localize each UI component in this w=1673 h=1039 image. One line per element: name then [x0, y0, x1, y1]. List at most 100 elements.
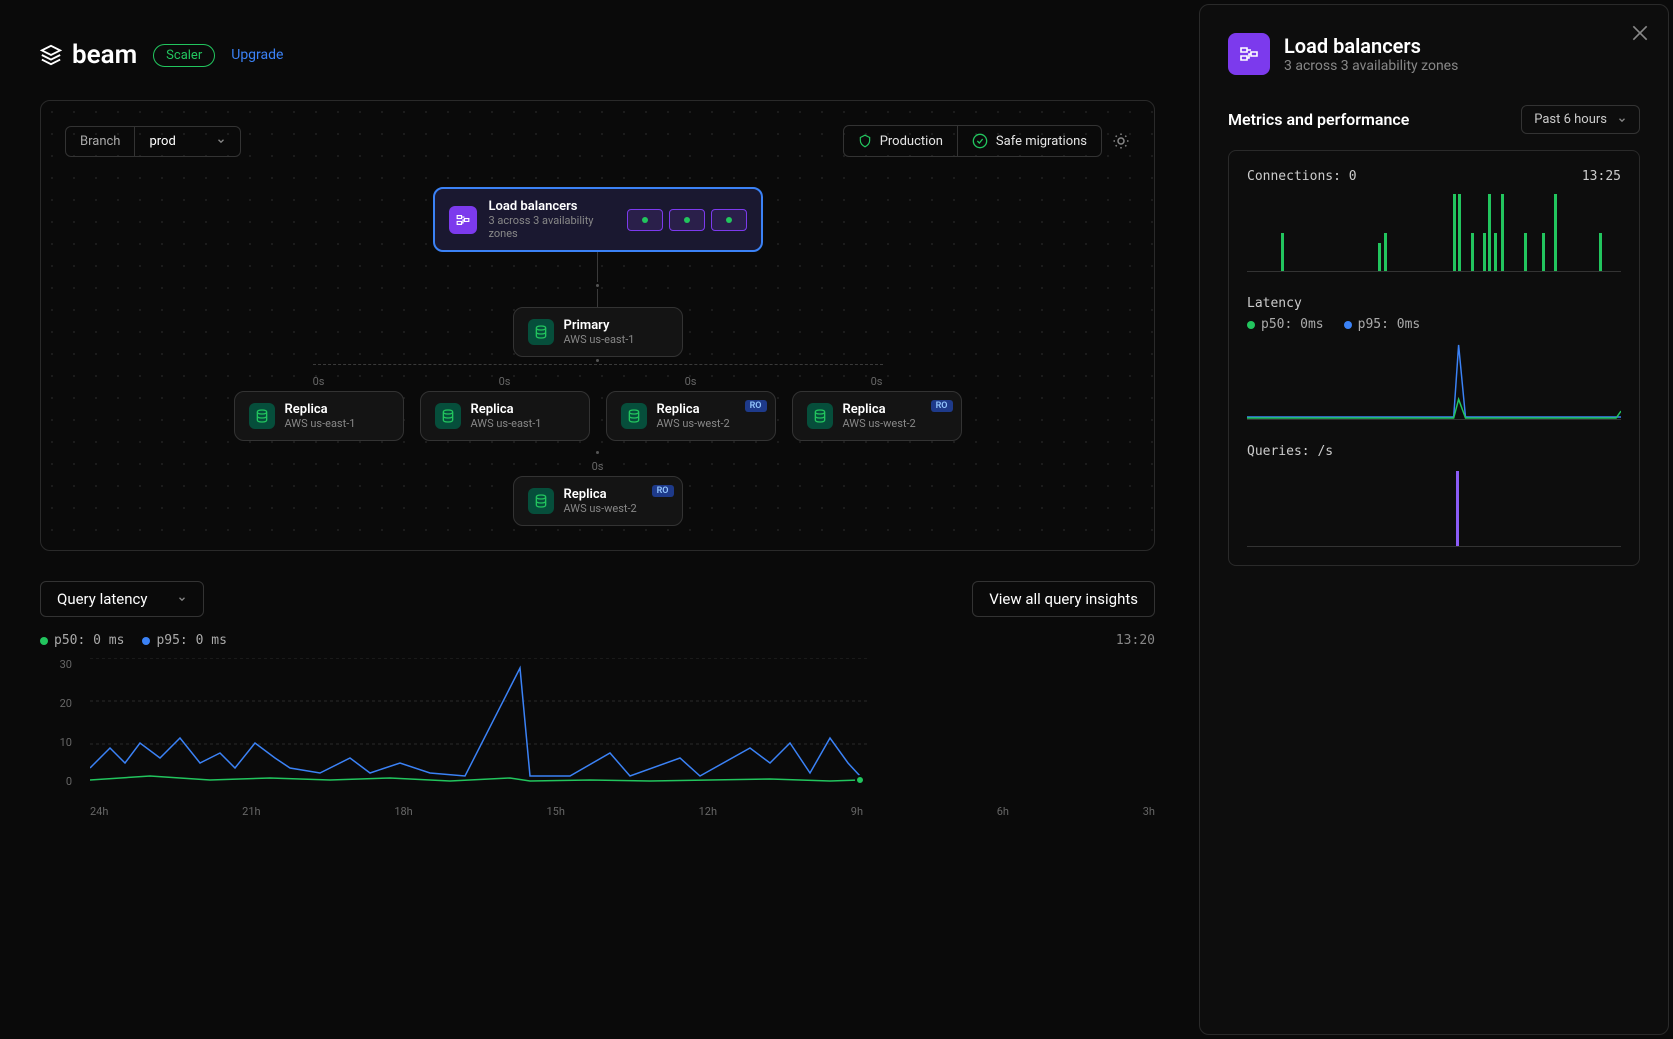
db-icon — [533, 324, 549, 340]
y-tick: 20 — [40, 697, 80, 710]
connections-timestamp: 13:25 — [1582, 169, 1621, 184]
y-tick: 30 — [40, 658, 80, 671]
status-migrations-label: Safe migrations — [996, 134, 1087, 149]
legend-p95: p95: 0 ms — [142, 633, 226, 648]
database-icon — [528, 488, 554, 514]
chevron-down-icon — [216, 136, 226, 146]
connection-bar — [1501, 194, 1504, 271]
connection-bar — [1471, 233, 1474, 271]
check-circle-icon — [972, 133, 988, 149]
y-tick: 0 — [40, 775, 80, 788]
logo[interactable]: beam — [40, 40, 137, 70]
layers-icon — [40, 44, 62, 66]
queries-label: Queries: /s — [1247, 444, 1621, 459]
lb-instance — [627, 209, 663, 231]
side-subtitle: 3 across 3 availability zones — [1284, 58, 1458, 74]
chevron-down-icon — [1617, 115, 1627, 125]
replica-delay: 0s — [685, 375, 697, 388]
primary-region: AWS us-east-1 — [564, 333, 668, 346]
app-name: beam — [72, 40, 137, 70]
connection-bar — [1458, 194, 1461, 271]
database-icon — [621, 403, 647, 429]
replica-delay: 0s — [313, 375, 325, 388]
x-tick: 18h — [394, 805, 412, 818]
lb-instance — [669, 209, 705, 231]
primary-node[interactable]: Primary AWS us-east-1 — [513, 307, 683, 357]
connection-bar — [1494, 233, 1497, 271]
branch-value: prod — [149, 134, 175, 149]
metric-selector[interactable]: Query latency — [40, 581, 204, 617]
chevron-down-icon — [177, 594, 187, 604]
load-balancer-icon — [449, 206, 477, 234]
branch-dropdown[interactable]: prod — [135, 126, 240, 157]
status-env-label: Production — [880, 134, 943, 149]
connection-bar — [1524, 233, 1527, 271]
database-icon — [807, 403, 833, 429]
connection-bar — [1488, 194, 1491, 271]
connection-bar — [1483, 233, 1486, 271]
metrics-title: Metrics and performance — [1228, 110, 1409, 129]
topology-panel: Branch prod Production Safe migrations — [40, 100, 1155, 551]
app-header: beam Scaler Upgrade — [40, 40, 1155, 70]
replica-node[interactable]: ReplicaAWS us-west-2RO — [513, 476, 683, 526]
query-bar — [1456, 471, 1459, 546]
side-legend-p95: p95: 0ms — [1344, 317, 1421, 332]
replica-region: AWS us-east-1 — [285, 417, 389, 430]
database-icon — [435, 403, 461, 429]
settings-button[interactable] — [1112, 132, 1130, 150]
ro-badge: RO — [745, 400, 767, 412]
replica-node[interactable]: ReplicaAWS us-east-1 — [420, 391, 590, 441]
status-production[interactable]: Production — [844, 126, 957, 156]
branch-label: Branch — [65, 126, 135, 157]
replica-delay: 0s — [499, 375, 511, 388]
connection-bar — [1453, 194, 1456, 271]
replica-title: Replica — [285, 402, 389, 417]
upgrade-link[interactable]: Upgrade — [231, 47, 283, 63]
connection-bar — [1599, 233, 1602, 271]
connections-label: Connections: 0 — [1247, 169, 1357, 184]
connection-bar — [1281, 233, 1284, 271]
primary-title: Primary — [564, 318, 668, 333]
view-all-insights-button[interactable]: View all query insights — [972, 581, 1155, 617]
lb-instance — [711, 209, 747, 231]
replica-node[interactable]: ReplicaAWS us-west-2RO — [792, 391, 962, 441]
x-tick: 3h — [1143, 805, 1155, 818]
x-tick: 15h — [546, 805, 564, 818]
status-migrations[interactable]: Safe migrations — [957, 126, 1101, 156]
chart-timestamp: 13:20 — [1116, 633, 1155, 648]
replica-title: Replica — [471, 402, 575, 417]
replica-node[interactable]: ReplicaAWS us-east-1 — [234, 391, 404, 441]
replica-delay: 0s — [871, 375, 883, 388]
metric-selector-label: Query latency — [57, 590, 147, 608]
replica-node[interactable]: ReplicaAWS us-west-2RO — [606, 391, 776, 441]
replica-region: AWS us-west-2 — [564, 502, 668, 515]
connection-bar — [1384, 233, 1387, 271]
connection-bar — [1554, 194, 1557, 271]
load-balancer-node[interactable]: Load balancers 3 across 3 availability z… — [433, 187, 763, 252]
x-tick: 9h — [851, 805, 863, 818]
x-tick: 12h — [699, 805, 717, 818]
queries-chart — [1247, 467, 1621, 547]
lb-subtitle: 3 across 3 availability zones — [489, 214, 615, 240]
database-icon — [249, 403, 275, 429]
branch-selector: Branch prod — [65, 126, 241, 157]
latency-chart — [90, 658, 870, 788]
side-legend-p50: p50: 0ms — [1247, 317, 1324, 332]
details-panel: Load balancers 3 across 3 availability z… — [1199, 4, 1669, 1035]
y-tick: 10 — [40, 736, 80, 749]
connection-bar — [1378, 243, 1381, 271]
time-range-selector[interactable]: Past 6 hours — [1521, 105, 1640, 134]
x-tick: 21h — [242, 805, 260, 818]
close-button[interactable] — [1630, 23, 1650, 43]
x-tick: 24h — [90, 805, 108, 818]
shield-icon — [858, 134, 872, 148]
ro-badge: RO — [652, 485, 674, 497]
lb-icon — [1238, 43, 1260, 65]
time-range-label: Past 6 hours — [1534, 112, 1607, 127]
x-tick: 6h — [997, 805, 1009, 818]
load-balancer-icon — [1228, 33, 1270, 75]
side-title: Load balancers — [1284, 34, 1458, 58]
ro-badge: RO — [931, 400, 953, 412]
replica-delay: 0s — [592, 460, 604, 473]
lb-title: Load balancers — [489, 199, 615, 214]
